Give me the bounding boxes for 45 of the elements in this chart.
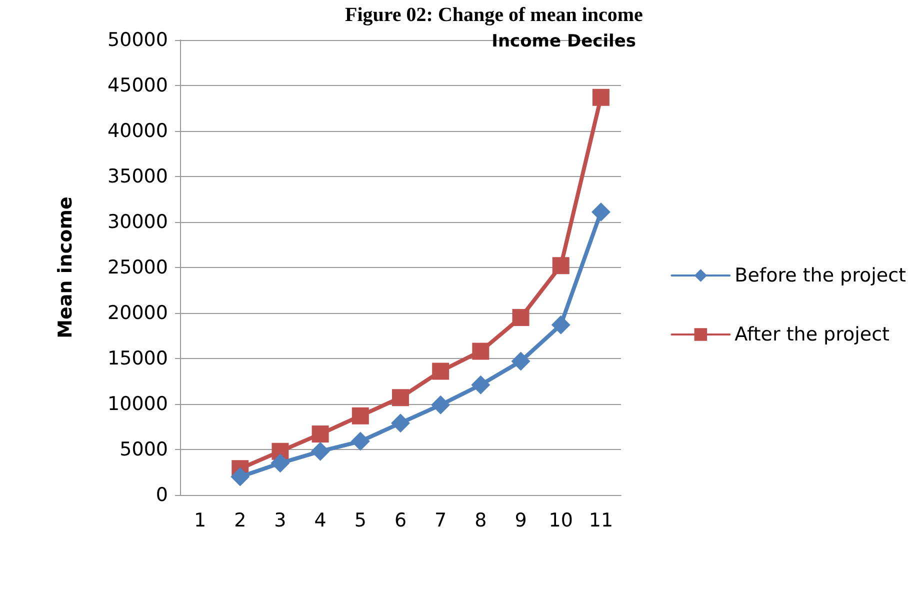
y-tick-label: 35000 <box>108 166 168 188</box>
y-tick-label: 20000 <box>108 302 168 324</box>
point <box>352 407 369 424</box>
x-tick-label: 8 <box>474 510 487 532</box>
y-tick-label: 30000 <box>108 211 168 233</box>
y-tick-label: 50000 <box>108 29 168 51</box>
point <box>552 257 570 274</box>
point <box>591 202 610 222</box>
point <box>472 342 490 360</box>
y-tick-label: 15000 <box>108 348 168 370</box>
y-tick-label: 10000 <box>108 393 168 415</box>
point <box>392 389 409 406</box>
point <box>511 352 530 371</box>
point <box>270 454 290 473</box>
chart-title: Figure 02: Change of mean income <box>345 4 644 26</box>
point <box>471 375 490 394</box>
y-tick-label: 45000 <box>108 74 168 96</box>
y-axis-title: Mean income <box>54 196 76 338</box>
point <box>512 309 530 326</box>
y-tick-label: 5000 <box>120 438 168 460</box>
x-tick-label: 1 <box>194 510 206 532</box>
y-tick-label: 40000 <box>108 120 168 142</box>
legend-label: After the project <box>734 324 890 346</box>
point <box>592 88 610 106</box>
legend-label: Before the project <box>734 264 906 286</box>
point <box>350 432 370 451</box>
point <box>431 395 450 414</box>
point <box>391 414 410 433</box>
point <box>432 362 450 380</box>
x-tick-label: 7 <box>434 510 447 532</box>
point <box>310 442 330 461</box>
x-tick-label: 2 <box>234 510 246 532</box>
y-tick-label: 0 <box>156 484 168 506</box>
point <box>312 426 329 443</box>
x-tick-label: 3 <box>274 510 286 532</box>
point <box>551 315 570 334</box>
x-tick-label: 4 <box>314 510 326 532</box>
point <box>230 467 250 486</box>
x-tick-label: 9 <box>514 510 527 532</box>
x-tick-label: 11 <box>588 510 614 532</box>
x-tick-label: 5 <box>354 510 366 532</box>
x-tick-label: 10 <box>548 510 573 532</box>
y-tick-label: 25000 <box>108 256 168 278</box>
x-axis-title: Income Deciles <box>492 32 636 52</box>
x-tick-label: 6 <box>394 510 407 532</box>
